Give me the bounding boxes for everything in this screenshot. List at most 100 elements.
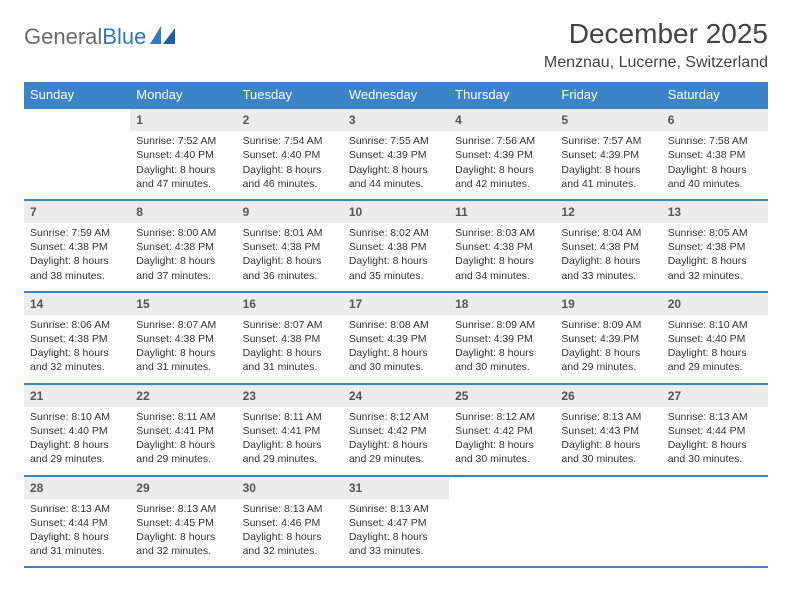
daylight-line: Daylight: 8 hours and 30 minutes. [349,346,443,374]
day-body: Sunrise: 8:03 AMSunset: 4:38 PMDaylight:… [449,223,555,291]
day-number: 29 [130,477,236,499]
sunset-line: Sunset: 4:43 PM [561,424,655,438]
weekday-header: Wednesday [343,82,449,108]
daylight-line: Daylight: 8 hours and 30 minutes. [561,438,655,466]
daylight-line: Daylight: 8 hours and 29 minutes. [561,346,655,374]
week-row: 21Sunrise: 8:10 AMSunset: 4:40 PMDayligh… [24,384,768,476]
day-cell [555,476,661,568]
day-number: 8 [130,201,236,223]
day-body: Sunrise: 7:58 AMSunset: 4:38 PMDaylight:… [662,131,768,199]
daylight-line: Daylight: 8 hours and 32 minutes. [668,254,762,282]
daylight-line: Daylight: 8 hours and 30 minutes. [455,346,549,374]
day-body: Sunrise: 8:06 AMSunset: 4:38 PMDaylight:… [24,315,130,383]
day-number: 14 [24,293,130,315]
sunset-line: Sunset: 4:46 PM [243,516,337,530]
title-block: December 2025 Menznau, Lucerne, Switzerl… [544,18,768,72]
sunset-line: Sunset: 4:38 PM [243,240,337,254]
day-number: 3 [343,109,449,131]
day-cell: 13Sunrise: 8:05 AMSunset: 4:38 PMDayligh… [662,200,768,292]
sunrise-line: Sunrise: 8:05 AM [668,226,762,240]
sunrise-line: Sunrise: 7:58 AM [668,134,762,148]
day-cell: 14Sunrise: 8:06 AMSunset: 4:38 PMDayligh… [24,292,130,384]
daylight-line: Daylight: 8 hours and 40 minutes. [668,163,762,191]
day-body: Sunrise: 8:05 AMSunset: 4:38 PMDaylight:… [662,223,768,291]
sunset-line: Sunset: 4:38 PM [561,240,655,254]
day-cell: 6Sunrise: 7:58 AMSunset: 4:38 PMDaylight… [662,108,768,200]
daylight-line: Daylight: 8 hours and 46 minutes. [243,163,337,191]
day-cell [662,476,768,568]
calendar-table: Sunday Monday Tuesday Wednesday Thursday… [24,82,768,568]
day-body: Sunrise: 7:57 AMSunset: 4:39 PMDaylight:… [555,131,661,199]
day-number: 21 [24,385,130,407]
calendar-body: 1Sunrise: 7:52 AMSunset: 4:40 PMDaylight… [24,108,768,567]
day-cell: 2Sunrise: 7:54 AMSunset: 4:40 PMDaylight… [237,108,343,200]
sunset-line: Sunset: 4:39 PM [349,332,443,346]
day-body: Sunrise: 7:59 AMSunset: 4:38 PMDaylight:… [24,223,130,291]
sunrise-line: Sunrise: 8:12 AM [349,410,443,424]
brand-logo: GeneralBlue [24,24,176,50]
day-cell: 16Sunrise: 8:07 AMSunset: 4:38 PMDayligh… [237,292,343,384]
day-cell: 27Sunrise: 8:13 AMSunset: 4:44 PMDayligh… [662,384,768,476]
day-number: 5 [555,109,661,131]
day-cell: 5Sunrise: 7:57 AMSunset: 4:39 PMDaylight… [555,108,661,200]
daylight-line: Daylight: 8 hours and 29 minutes. [136,438,230,466]
day-body: Sunrise: 8:07 AMSunset: 4:38 PMDaylight:… [130,315,236,383]
day-body: Sunrise: 8:07 AMSunset: 4:38 PMDaylight:… [237,315,343,383]
week-row: 1Sunrise: 7:52 AMSunset: 4:40 PMDaylight… [24,108,768,200]
daylight-line: Daylight: 8 hours and 37 minutes. [136,254,230,282]
sunset-line: Sunset: 4:38 PM [30,332,124,346]
day-cell: 30Sunrise: 8:13 AMSunset: 4:46 PMDayligh… [237,476,343,568]
sunset-line: Sunset: 4:39 PM [455,148,549,162]
day-cell: 8Sunrise: 8:00 AMSunset: 4:38 PMDaylight… [130,200,236,292]
sunrise-line: Sunrise: 7:59 AM [30,226,124,240]
day-body: Sunrise: 8:12 AMSunset: 4:42 PMDaylight:… [449,407,555,475]
header: GeneralBlue December 2025 Menznau, Lucer… [24,18,768,72]
sunset-line: Sunset: 4:38 PM [136,332,230,346]
daylight-line: Daylight: 8 hours and 42 minutes. [455,163,549,191]
sunrise-line: Sunrise: 8:00 AM [136,226,230,240]
day-cell: 31Sunrise: 8:13 AMSunset: 4:47 PMDayligh… [343,476,449,568]
sunrise-line: Sunrise: 7:56 AM [455,134,549,148]
sunrise-line: Sunrise: 8:11 AM [243,410,337,424]
day-number: 2 [237,109,343,131]
daylight-line: Daylight: 8 hours and 38 minutes. [30,254,124,282]
day-number: 4 [449,109,555,131]
daylight-line: Daylight: 8 hours and 36 minutes. [243,254,337,282]
sunset-line: Sunset: 4:41 PM [136,424,230,438]
sunrise-line: Sunrise: 8:12 AM [455,410,549,424]
day-cell: 20Sunrise: 8:10 AMSunset: 4:40 PMDayligh… [662,292,768,384]
day-number: 22 [130,385,236,407]
day-number: 24 [343,385,449,407]
day-number: 28 [24,477,130,499]
weekday-header: Friday [555,82,661,108]
day-number: 11 [449,201,555,223]
sunrise-line: Sunrise: 8:09 AM [561,318,655,332]
day-number: 12 [555,201,661,223]
week-row: 14Sunrise: 8:06 AMSunset: 4:38 PMDayligh… [24,292,768,384]
location-text: Menznau, Lucerne, Switzerland [544,54,768,72]
day-number: 26 [555,385,661,407]
daylight-line: Daylight: 8 hours and 29 minutes. [349,438,443,466]
weekday-header-row: Sunday Monday Tuesday Wednesday Thursday… [24,82,768,108]
weekday-header: Sunday [24,82,130,108]
day-body: Sunrise: 8:01 AMSunset: 4:38 PMDaylight:… [237,223,343,291]
sunset-line: Sunset: 4:39 PM [561,332,655,346]
day-number: 27 [662,385,768,407]
day-cell: 29Sunrise: 8:13 AMSunset: 4:45 PMDayligh… [130,476,236,568]
sunrise-line: Sunrise: 8:13 AM [668,410,762,424]
day-cell [24,108,130,200]
week-row: 7Sunrise: 7:59 AMSunset: 4:38 PMDaylight… [24,200,768,292]
weekday-header: Thursday [449,82,555,108]
sunset-line: Sunset: 4:40 PM [136,148,230,162]
day-body: Sunrise: 7:54 AMSunset: 4:40 PMDaylight:… [237,131,343,199]
sunset-line: Sunset: 4:45 PM [136,516,230,530]
daylight-line: Daylight: 8 hours and 29 minutes. [668,346,762,374]
day-body: Sunrise: 8:13 AMSunset: 4:45 PMDaylight:… [130,499,236,567]
day-number: 13 [662,201,768,223]
sunrise-line: Sunrise: 8:13 AM [243,502,337,516]
day-body: Sunrise: 7:55 AMSunset: 4:39 PMDaylight:… [343,131,449,199]
day-body: Sunrise: 8:11 AMSunset: 4:41 PMDaylight:… [130,407,236,475]
day-body: Sunrise: 8:10 AMSunset: 4:40 PMDaylight:… [24,407,130,475]
sunrise-line: Sunrise: 7:52 AM [136,134,230,148]
day-number: 20 [662,293,768,315]
